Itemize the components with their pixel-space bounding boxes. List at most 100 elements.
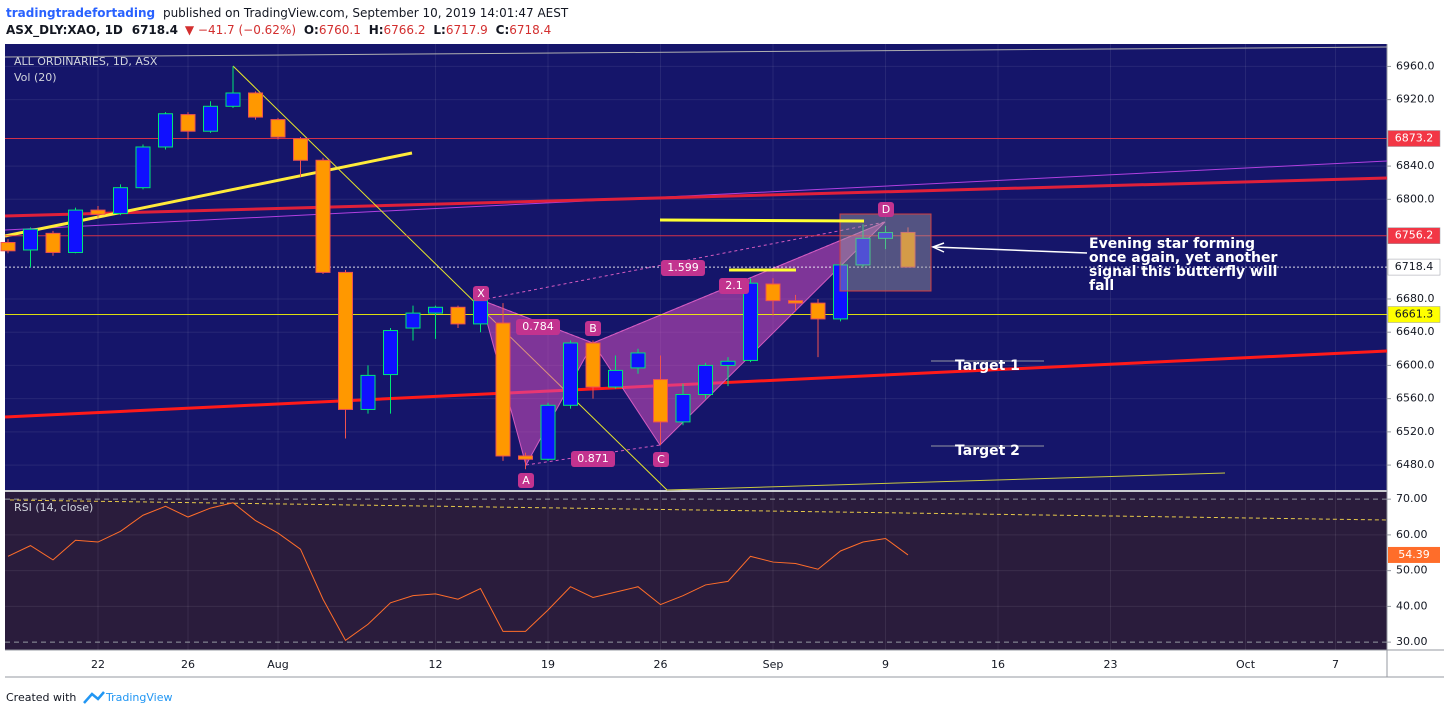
footer-brand: TradingView [105,691,172,704]
rsi-last-label: 54.39 [1398,548,1430,561]
price-level-tag [1387,130,1441,147]
candle-body [135,146,151,189]
candle-body [293,138,308,161]
highlight-box [839,213,932,292]
y-tick-label: 6960.0 [1396,59,1435,72]
point-box [878,202,894,217]
x-tick-label: 12 [429,658,443,671]
rsi-trend-line [9,499,1388,521]
change: ▼ −41.7 (−0.62%) [185,23,296,37]
y-tick-label: 6480.0 [1396,458,1435,471]
candle-body [900,231,916,268]
candle-body [225,92,241,107]
y-tick-label: 6600.0 [1396,358,1435,371]
trend-line [232,65,668,491]
price-level-label: 6756.2 [1395,229,1434,242]
note-line: fall [1089,278,1114,294]
candle-body [158,113,173,148]
note-line: once again, yet another [1089,250,1278,266]
pattern-point: B [589,322,597,335]
point-box [653,452,669,467]
y-tick-label: 6560.0 [1396,392,1435,405]
candle-body [675,393,691,423]
ohlc-value: 6766.2 [384,23,426,37]
ratio-box [516,319,560,335]
candle-body [428,306,443,314]
x-tick-label: 22 [91,658,105,671]
target-label: Target 2 [955,443,1020,459]
y-tick-label: 6840.0 [1396,159,1435,172]
candle-body [383,330,398,376]
candle-body [450,306,466,325]
arrow [933,246,1088,254]
ratio-box [719,278,749,294]
x-tick-label: 23 [1104,658,1118,671]
candle-body [698,364,713,395]
x-tick-label: 9 [882,658,889,671]
y-tick-label: 40.00 [1396,599,1428,612]
y-tick-label: 50.00 [1396,564,1428,577]
candle-body [203,105,218,132]
candles [0,66,916,470]
pattern-line [480,299,594,344]
ratio-box [661,260,705,276]
price-level-label: 6873.2 [1395,132,1434,145]
ohlc-label: C: [496,23,510,37]
ohlc-value: 6760.1 [319,23,361,37]
pattern-point: X [477,287,485,300]
y-tick-label: 6520.0 [1396,425,1435,438]
trend-line [4,176,1388,218]
price-level-label: 6718.4 [1395,260,1434,273]
ratio-label: 2.1 [725,279,743,292]
published: published on TradingView.com, September … [163,6,569,20]
x-tick-label: Oct [1236,658,1256,671]
candle-body [180,114,196,132]
ratio-label: 0.784 [522,320,554,333]
y-tick-label: 6920.0 [1396,93,1435,106]
price-levels [5,138,1387,316]
candle-body [878,232,893,239]
candle-body [23,228,38,251]
y-tick-label: 70.00 [1396,492,1428,505]
x-tick-label: Sep [763,658,784,671]
rsi-last-tag [1388,546,1440,563]
y-tick-label: 30.00 [1396,635,1428,648]
candle-body [45,232,61,253]
ohlc-label: H: [369,23,384,37]
candle-body [653,379,668,423]
price-level-tag [1387,306,1441,323]
candle-body [810,302,826,320]
symbol: ASX_DLY:XAO, 1D [6,23,123,38]
point-box [585,321,601,336]
pattern-point: C [657,453,665,466]
candle-body [270,119,286,138]
axis-labels: 6480.0 6520.0 6560.0 6600.0 6640.0 6680.0 6800… [91,59,1441,671]
ratio-label: 0.871 [577,452,609,465]
candle-body [315,159,331,273]
y-tick-label: 6640.0 [1396,325,1435,338]
y-tick-label: 6680.0 [1396,292,1435,305]
candle-body [765,283,781,302]
candle-body [743,282,758,361]
pattern-point: A [522,474,530,487]
note-line: signal this butterfly will [1089,264,1277,280]
rsi-pane [5,492,1387,650]
price-level-tag [1387,258,1441,276]
ohlc-label: O: [304,23,319,37]
rsi-series [7,502,909,642]
candle-body [360,374,376,410]
candle-body [608,369,623,388]
candle-body [405,312,421,329]
candle-body [788,300,803,304]
resistance-line [659,218,865,223]
candle-body [68,209,83,253]
point-box [518,473,534,488]
ratio-label: 1.599 [667,261,699,274]
trend-line [4,46,1388,58]
price-level-label: 6661.3 [1395,308,1434,321]
candle-body [720,360,736,366]
candle-body [113,187,128,214]
candle-body [90,209,106,215]
rsi-line [7,502,909,642]
